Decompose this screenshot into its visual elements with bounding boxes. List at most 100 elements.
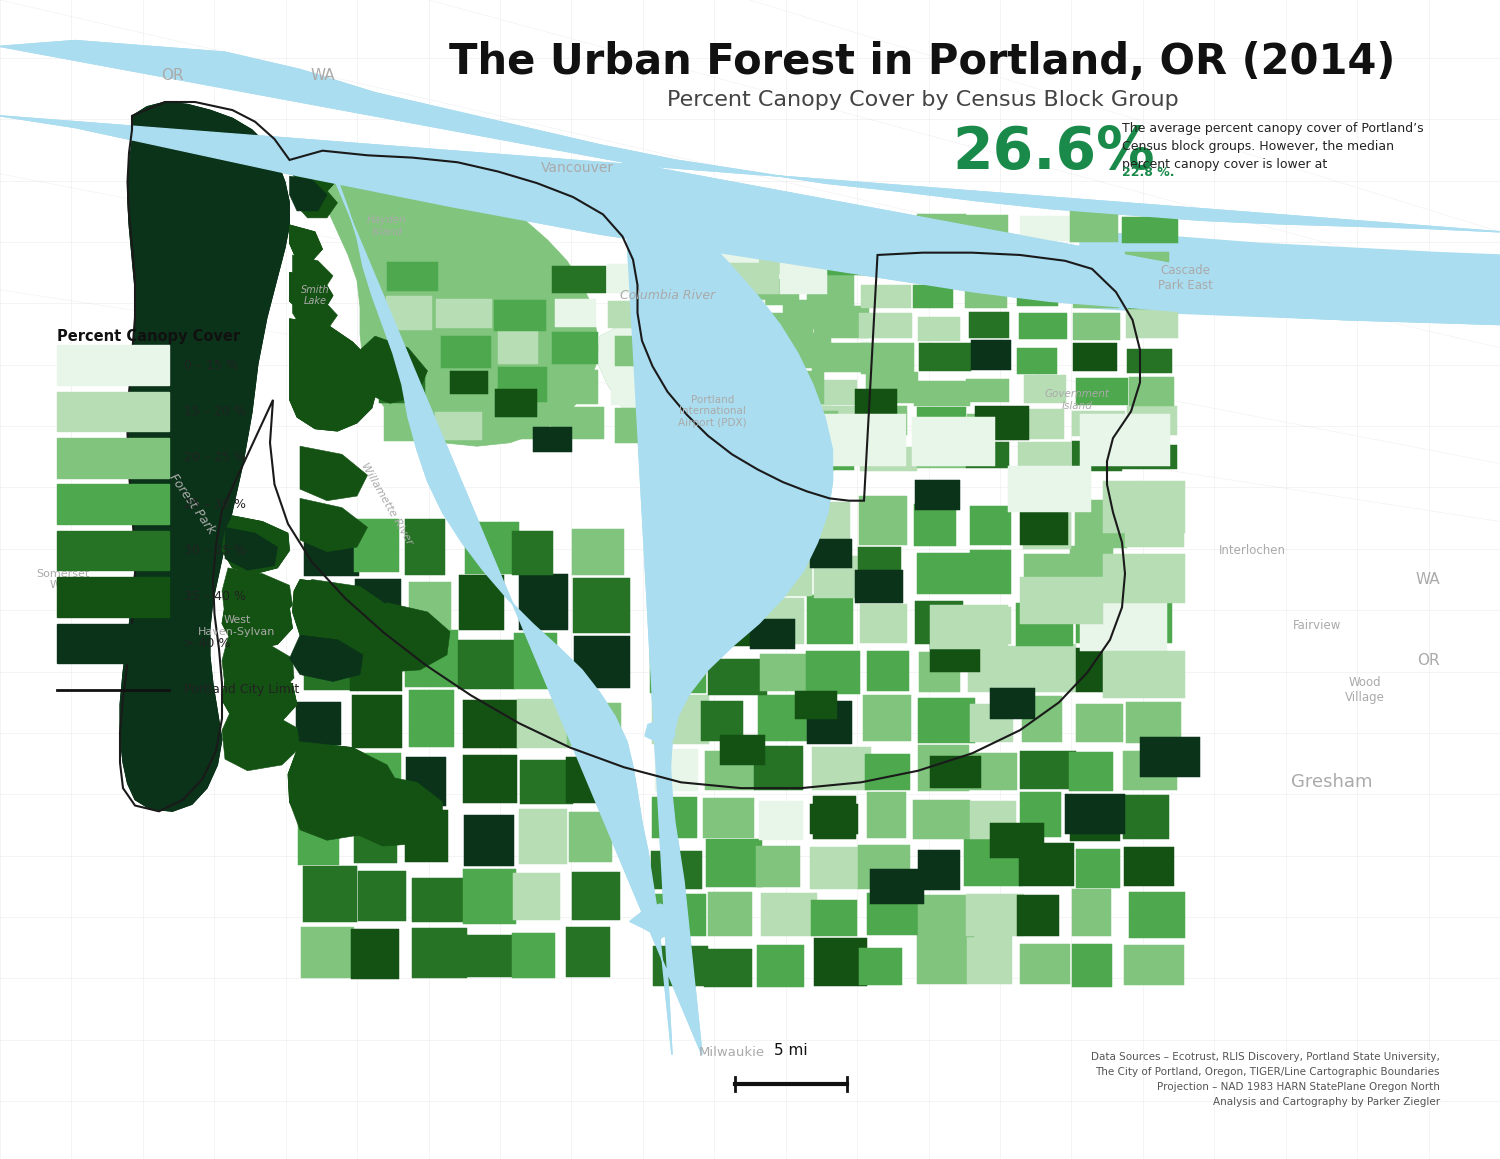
Bar xyxy=(351,694,402,748)
Bar xyxy=(756,407,810,438)
Polygon shape xyxy=(630,904,682,939)
Text: Percent Canopy Cover: Percent Canopy Cover xyxy=(57,329,240,344)
Bar xyxy=(380,370,424,403)
Bar xyxy=(672,367,728,401)
Text: Interlochen: Interlochen xyxy=(1220,544,1286,557)
Bar xyxy=(351,930,399,979)
Text: Portland City Limit: Portland City Limit xyxy=(184,683,300,697)
Polygon shape xyxy=(222,707,300,771)
Bar xyxy=(568,812,612,862)
Text: 22.8 %.: 22.8 %. xyxy=(1122,166,1174,178)
Bar xyxy=(705,283,756,308)
Bar xyxy=(705,217,760,242)
Bar xyxy=(1023,376,1066,402)
Bar xyxy=(552,331,598,364)
Bar xyxy=(405,810,448,862)
Bar xyxy=(380,338,423,366)
Bar xyxy=(1008,466,1090,512)
Bar xyxy=(1076,648,1120,692)
Bar xyxy=(700,411,756,435)
Bar xyxy=(708,312,748,340)
Bar xyxy=(963,214,1008,241)
Bar xyxy=(758,313,813,338)
Polygon shape xyxy=(300,498,368,552)
Bar xyxy=(700,345,741,372)
Polygon shape xyxy=(0,41,1500,325)
Bar xyxy=(990,823,1044,858)
Bar xyxy=(930,605,1008,649)
Bar xyxy=(532,427,572,452)
Bar xyxy=(990,688,1035,719)
Bar xyxy=(918,934,968,984)
Bar xyxy=(1128,556,1172,597)
Polygon shape xyxy=(597,322,843,493)
Bar xyxy=(57,531,170,570)
Bar xyxy=(862,217,901,242)
Bar xyxy=(1071,411,1125,436)
Bar xyxy=(386,296,432,330)
Bar xyxy=(1070,752,1113,792)
Polygon shape xyxy=(296,580,387,644)
Bar xyxy=(1125,252,1168,276)
Bar xyxy=(465,522,519,574)
Bar xyxy=(969,753,1017,789)
Bar xyxy=(652,894,706,935)
Bar xyxy=(815,306,868,338)
Polygon shape xyxy=(292,180,338,218)
Bar xyxy=(918,851,960,890)
Polygon shape xyxy=(300,446,368,501)
Bar xyxy=(754,746,802,790)
Polygon shape xyxy=(222,568,292,628)
Bar xyxy=(813,380,858,406)
Bar xyxy=(783,300,838,329)
Polygon shape xyxy=(322,151,833,1055)
Bar xyxy=(964,283,1008,307)
Polygon shape xyxy=(645,721,675,742)
Polygon shape xyxy=(225,527,278,570)
Bar xyxy=(969,646,1028,692)
Bar xyxy=(1072,285,1119,308)
Bar xyxy=(859,604,907,643)
Bar xyxy=(816,414,906,466)
Bar xyxy=(783,371,825,403)
Bar xyxy=(810,847,858,889)
Bar xyxy=(297,817,339,865)
Bar xyxy=(867,793,906,838)
Bar xyxy=(795,691,837,719)
Bar xyxy=(706,506,758,546)
Bar xyxy=(57,624,170,663)
Bar xyxy=(440,369,480,402)
Bar xyxy=(656,749,698,790)
Bar xyxy=(720,735,765,765)
Bar xyxy=(754,505,804,547)
Bar xyxy=(1020,512,1068,545)
Bar xyxy=(1130,602,1172,642)
Bar xyxy=(57,438,170,478)
Bar xyxy=(356,580,401,632)
Bar xyxy=(513,873,560,920)
Polygon shape xyxy=(290,145,338,191)
Bar xyxy=(350,640,402,691)
Bar xyxy=(514,633,556,688)
Bar xyxy=(706,839,762,887)
Bar xyxy=(914,504,956,546)
Bar xyxy=(969,505,1011,545)
Bar xyxy=(1126,406,1176,436)
Bar xyxy=(498,329,538,364)
Bar xyxy=(1080,603,1167,651)
Bar xyxy=(970,801,1016,839)
Text: Willamette River: Willamette River xyxy=(360,461,414,547)
Polygon shape xyxy=(290,145,338,191)
Bar xyxy=(859,313,912,338)
Bar xyxy=(1020,792,1060,837)
Bar xyxy=(756,342,796,371)
Bar xyxy=(666,294,714,329)
Bar xyxy=(1140,737,1200,777)
Bar xyxy=(1128,277,1180,309)
Bar xyxy=(495,389,537,417)
Bar xyxy=(1017,248,1059,275)
Bar xyxy=(760,654,816,691)
Bar xyxy=(806,651,861,694)
Bar xyxy=(759,556,813,596)
Bar xyxy=(858,547,901,596)
